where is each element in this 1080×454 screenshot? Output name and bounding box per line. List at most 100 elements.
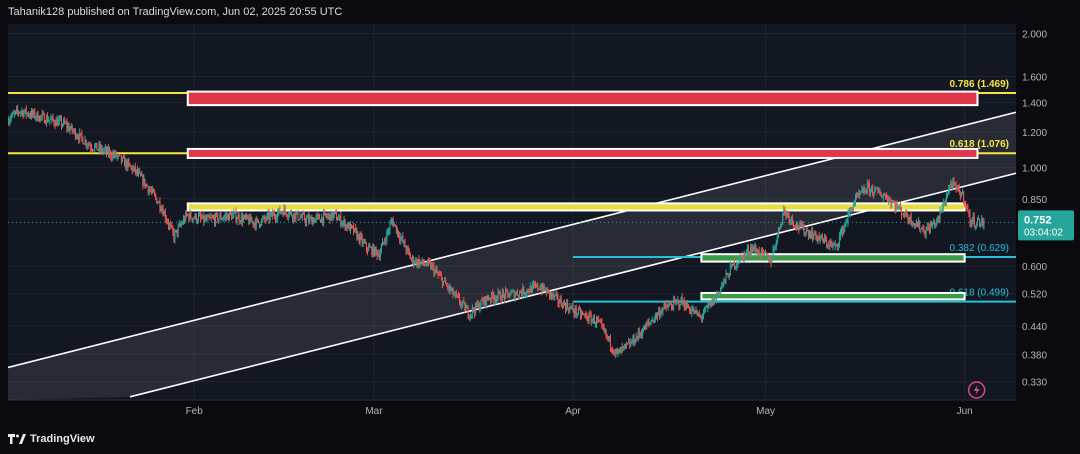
candle-body [226,214,228,217]
candle-body [150,190,152,192]
candle-body [842,227,844,234]
candle-body [699,315,701,317]
candle-body [437,273,439,275]
candle-body [463,301,465,303]
candle-body [539,288,541,290]
candle-body [246,215,248,218]
candle-body [936,218,938,223]
candle-body [679,305,681,307]
candle-body [850,208,852,210]
candle-body [177,226,179,235]
candle-body [479,306,481,310]
candle-body [175,229,177,232]
candle-body [365,242,367,249]
candle-body [707,305,709,308]
candle-body [893,202,895,204]
candle-body [301,213,303,218]
candle-body [342,222,344,224]
candle-body [410,259,412,261]
candle-body [609,337,611,348]
candle-body [46,116,48,124]
chart-area[interactable]: 2.000 1.600 1.400 1.200 1.000 0.850 0.600 0.520… [7,24,1080,422]
candle-body [895,203,897,210]
candle-body [272,213,274,217]
candle-body [852,204,854,211]
candle-body [744,253,746,255]
candle-body [971,220,973,222]
candle-body [764,251,766,253]
candle-body [696,310,698,315]
candle-body [277,212,279,219]
candle-body [207,215,209,218]
tradingview-logo[interactable]: TradingView [8,432,95,446]
candle-body [400,237,402,240]
candle-body [399,236,401,240]
candle-body [649,322,651,324]
candle-body [961,191,963,195]
candle-body [354,227,356,233]
candle-body [77,136,79,138]
candle-body [780,224,782,229]
candle-body [892,201,894,203]
candle-body [536,283,538,287]
candle-body [406,247,408,252]
candle-body [324,212,326,214]
candle-body [592,316,594,320]
candle-body [364,242,366,244]
y-tick-label: 1.200 [1022,128,1047,139]
candle-body [439,274,441,276]
candle-body [18,111,20,113]
candle-body [441,277,443,286]
candle-body [682,300,684,304]
candle-body [257,219,259,223]
candle-body [121,157,123,162]
candle-body [237,215,239,220]
candle-body [457,295,459,297]
candle-body [897,207,899,209]
candle-body [317,215,319,217]
candle-body [562,301,564,309]
candle-body [57,120,59,126]
y-tick-label: 0.600 [1022,262,1047,273]
candle-body [84,140,86,144]
candle-body [784,208,786,212]
candle-body [591,319,593,323]
candle-body [146,184,148,187]
candle-body [52,116,54,121]
candle-body [417,259,419,266]
candle-body [756,250,758,255]
price-chart[interactable]: 2.000 1.600 1.400 1.200 1.000 0.850 0.600 0.520… [7,24,1080,422]
candle-body [402,236,404,243]
candle-body [166,220,168,223]
candle-body [838,236,840,245]
candle-body [369,246,371,248]
candle-body [531,284,533,293]
candle-body [513,290,515,299]
candle-body [514,294,516,299]
candle-body [724,279,726,281]
candle-body [655,313,657,318]
candle-body [683,300,685,308]
candle-body [438,274,440,276]
candle-body [546,289,548,294]
candle-body [804,232,806,234]
candle-body [385,241,387,243]
candle-body [16,108,18,111]
candle-body [832,244,834,246]
candle-body [527,289,529,292]
candle-body [131,166,133,172]
candle-body [172,226,174,232]
candle-body [64,120,66,124]
candle-body [382,241,384,247]
candle-body [141,175,143,177]
candle-body [143,178,145,185]
candle-body [222,218,224,220]
candle-body [414,263,416,265]
candle-body [728,275,730,278]
candle-body [691,309,693,313]
candle-body [660,311,662,317]
candle-body [220,214,222,220]
candle-body [201,217,203,219]
candle-body [790,217,792,221]
candle-body [102,150,104,152]
